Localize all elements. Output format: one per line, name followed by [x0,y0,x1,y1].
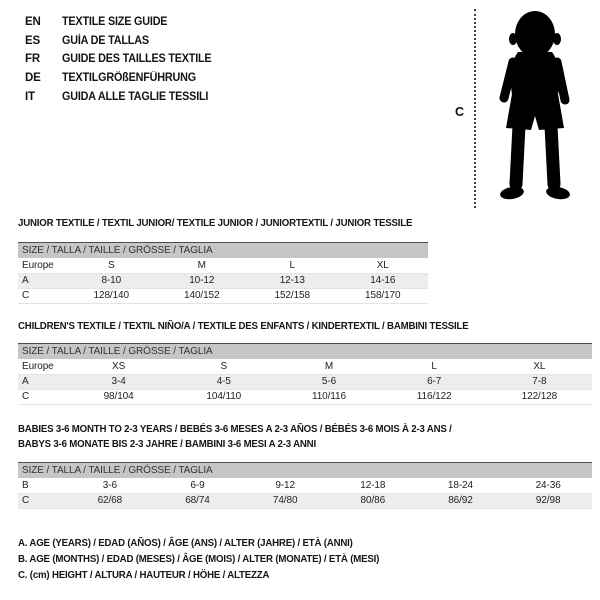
children-section-heading: CHILDREN'S TEXTILE / TEXTIL NIÑO/A / TEX… [18,320,469,332]
language-code: EN [25,16,41,29]
size-value-cell: 104/110 [206,391,242,402]
table-row-europe: Europe XS S M L XL [18,359,592,374]
size-value-cell: S [107,259,115,271]
row-label: C [22,290,30,301]
junior-size-table-container: SIZE / TALLA / TAILLE / GRÖSSE / TAGLIA E… [18,242,428,304]
size-value-cell: 116/122 [416,391,452,402]
footnote-height: C. (cm) HEIGHT / ALTURA / HAUTEUR / HÖHE… [18,569,270,581]
babies-size-table-container: SIZE / TALLA / TAILLE / GRÖSSE / TAGLIA B… [18,462,592,509]
table-row-a: A 3-4 4-5 5-6 6-7 7-8 [18,374,592,389]
size-value-cell: L [289,259,296,271]
row-label: C [22,495,30,506]
size-value-cell: 68/74 [185,495,210,506]
size-header-row: SIZE / TALLA / TAILLE / GRÖSSE / TAGLIA [18,462,592,478]
junior-section-heading: JUNIOR TEXTILE / TEXTIL JUNIOR/ TEXTILE … [18,217,413,229]
language-list: EN TEXTILE SIZE GUIDE ES GUÍA DE TALLAS … [25,13,221,106]
size-value-cell: 152/158 [274,290,311,301]
language-row-it: IT GUIDA ALLE TAGLIE TESSILI [25,87,221,106]
children-size-table-container: SIZE / TALLA / TAILLE / GRÖSSE / TAGLIA E… [18,343,592,405]
size-header-label: SIZE / TALLA / TAILLE / GRÖSSE / TAGLIA [18,242,428,258]
row-label: C [22,391,30,402]
language-title: TEXTILE SIZE GUIDE [62,16,168,29]
size-value-cell: 158/170 [365,290,401,301]
size-value-cell: S [220,360,228,372]
size-value-cell: 24-36 [535,479,561,491]
size-header-label: SIZE / TALLA / TAILLE / GRÖSSE / TAGLIA [18,462,592,478]
row-label: Europe [22,360,54,372]
language-code: FR [25,53,40,66]
size-value-cell: 122/128 [521,391,558,402]
size-value-cell: 12-18 [360,479,386,491]
size-table: SIZE / TALLA / TAILLE / GRÖSSE / TAGLIA B… [18,462,592,509]
row-label: B [22,479,29,491]
row-label: A [22,275,29,286]
babies-heading-line1: BABIES 3-6 MONTH TO 2-3 YEARS / BEBÉS 3-… [18,423,452,435]
language-row-es: ES GUÍA DE TALLAS [25,32,221,51]
language-code: ES [25,34,40,47]
babies-section-heading: BABIES 3-6 MONTH TO 2-3 YEARS / BEBÉS 3-… [18,422,452,452]
size-value-cell: 98/104 [103,391,134,402]
language-row-fr: FR GUIDE DES TAILLES TEXTILE [25,50,221,69]
size-value-cell: 92/98 [535,495,561,506]
table-row-a: A 8-10 10-12 12-13 14-16 [18,273,428,288]
size-value-cell: L [431,360,437,372]
size-value-cell: 10-12 [189,275,215,286]
language-title: GUIDA ALLE TAGLIE TESSILI [62,90,209,103]
size-value-cell: 86/92 [448,495,473,506]
table-row-c: C 128/140 140/152 152/158 158/170 [18,288,428,303]
size-header-row: SIZE / TALLA / TAILLE / GRÖSSE / TAGLIA [18,242,428,258]
size-value-cell: 128/140 [93,290,130,301]
language-title: TEXTILGRÖßENFÜHRUNG [62,72,196,85]
language-row-en: EN TEXTILE SIZE GUIDE [25,13,221,32]
footnote-age-months: B. AGE (MONTHS) / EDAD (MESES) / ÂGE (MO… [18,553,380,565]
size-header-row: SIZE / TALLA / TAILLE / GRÖSSE / TAGLIA [18,343,592,359]
size-value-cell: 5-6 [321,376,337,387]
size-table: SIZE / TALLA / TAILLE / GRÖSSE / TAGLIA E… [18,242,428,304]
language-code: IT [25,90,35,103]
size-value-cell: XS [112,360,126,372]
language-title: GUIDE DES TAILLES TEXTILE [62,53,212,66]
table-row-c: C 62/68 68/74 74/80 80/86 86/92 92/98 [18,493,592,508]
size-value-cell: 18-24 [447,479,473,491]
size-value-cell: 80/86 [360,495,386,506]
language-title: GUÍA DE TALLAS [62,34,149,47]
size-value-cell: 7-8 [532,376,547,387]
language-row-de: DE TEXTILGRÖßENFÜHRUNG [25,69,221,88]
size-table: SIZE / TALLA / TAILLE / GRÖSSE / TAGLIA E… [18,343,592,405]
size-value-cell: 74/80 [272,495,298,506]
table-row-europe: Europe S M L XL [18,258,428,273]
height-measure-label: C [455,105,465,119]
size-value-cell: 110/116 [311,391,346,402]
size-value-cell: XL [376,259,389,271]
toddler-silhouette-icon [499,11,570,200]
size-value-cell: 62/68 [97,495,123,506]
table-row-c: C 98/104 104/110 110/116 116/122 122/128 [18,389,592,404]
row-label: Europe [22,259,54,271]
height-measure-dotted-line [474,9,476,208]
footnote-age-years: A. AGE (YEARS) / EDAD (AÑOS) / ÂGE (ANS)… [18,537,353,549]
size-value-cell: M [197,259,206,271]
size-value-cell: M [324,360,334,372]
size-value-cell: 6-7 [427,376,442,387]
size-value-cell: 12-13 [279,275,305,286]
size-value-cell: 9-12 [275,479,295,491]
size-value-cell: 14-16 [370,275,396,286]
size-value-cell: 3-4 [111,376,126,387]
table-row-b: B 3-6 6-9 9-12 12-18 18-24 24-36 [18,478,592,493]
size-value-cell: 6-9 [190,479,205,491]
row-label: A [22,376,29,387]
babies-heading-line2: BABYS 3-6 MONATE BIS 2-3 JAHRE / BAMBINI… [18,438,316,450]
language-code: DE [25,72,41,85]
size-value-cell: 3-6 [102,479,117,491]
size-header-label: SIZE / TALLA / TAILLE / GRÖSSE / TAGLIA [18,343,592,359]
size-value-cell: 8-10 [101,275,122,286]
size-value-cell: XL [533,360,546,372]
size-value-cell: 4-5 [216,376,231,387]
size-value-cell: 140/152 [184,290,220,301]
